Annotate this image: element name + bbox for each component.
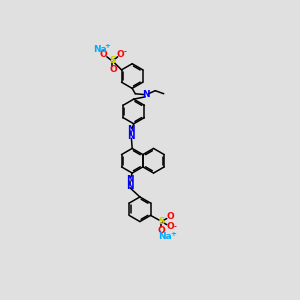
Text: O: O <box>110 64 118 74</box>
Text: O: O <box>100 50 108 59</box>
Text: -: - <box>124 49 127 55</box>
Text: Na: Na <box>93 45 107 54</box>
Text: S: S <box>158 217 165 226</box>
Text: S: S <box>109 56 116 65</box>
Text: Na: Na <box>158 232 172 242</box>
Text: O: O <box>167 212 175 221</box>
Text: N: N <box>128 132 135 141</box>
Text: O: O <box>158 226 165 235</box>
Text: +: + <box>104 43 110 49</box>
Text: O: O <box>117 50 124 59</box>
Text: N: N <box>128 125 135 134</box>
Text: -: - <box>174 224 177 230</box>
Text: N: N <box>126 182 134 191</box>
Text: N: N <box>126 175 134 184</box>
Text: +: + <box>171 231 177 237</box>
Text: N: N <box>142 90 150 99</box>
Text: O: O <box>167 223 175 232</box>
